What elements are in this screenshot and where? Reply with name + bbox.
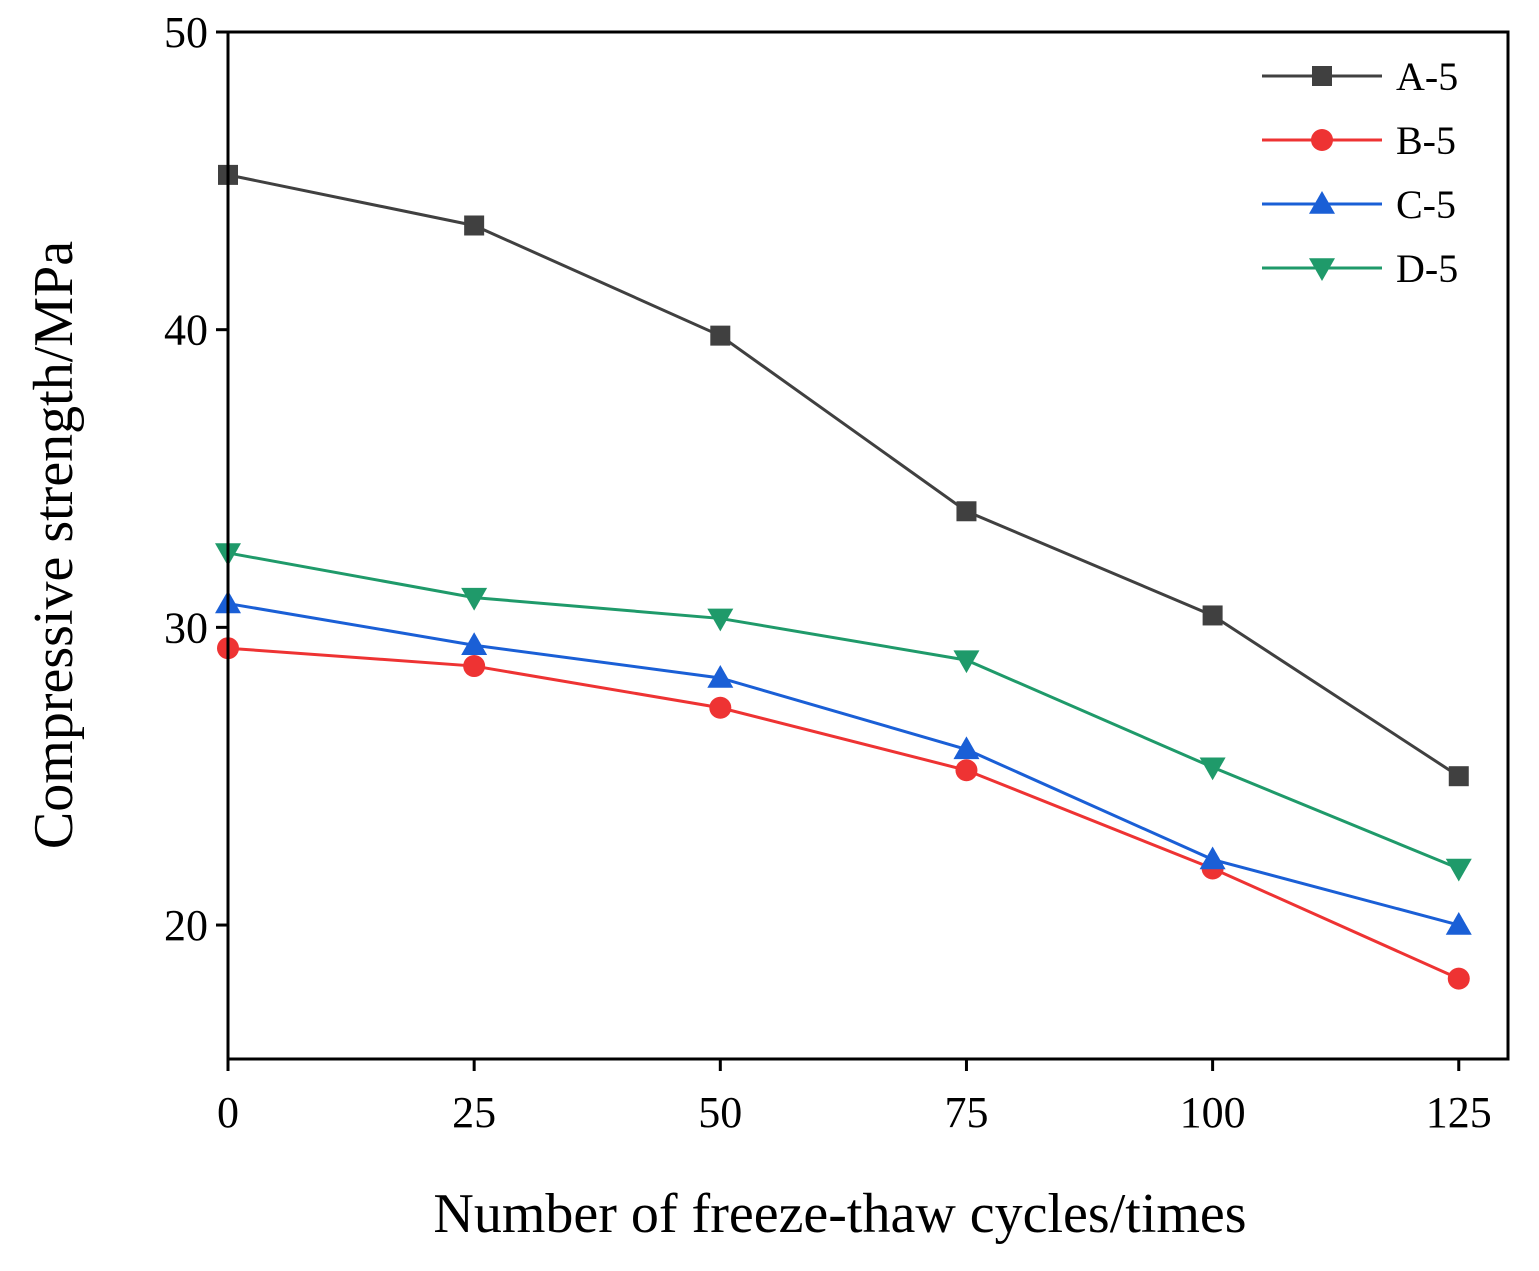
data-point <box>709 696 732 719</box>
series-line <box>227 551 1460 870</box>
legend-marker <box>1309 258 1335 281</box>
data-point <box>1202 605 1223 626</box>
data-point <box>463 655 486 678</box>
data-point <box>1445 858 1472 882</box>
legend-item: A-5 <box>1262 54 1458 99</box>
data-point <box>1448 766 1469 787</box>
x-tick-label: 100 <box>1180 1088 1246 1137</box>
x-tick-label: 125 <box>1426 1088 1492 1137</box>
data-point <box>1445 912 1472 935</box>
series-c-5 <box>215 590 1472 935</box>
y-axis-title: Compressive strength/MPa <box>23 241 85 849</box>
legend: A-5 B-5 C-5 D-5 <box>1262 54 1458 291</box>
data-point <box>461 587 488 611</box>
data-point <box>710 325 731 346</box>
data-point <box>1447 967 1470 990</box>
x-tick-label: 75 <box>944 1088 988 1137</box>
data-point <box>464 215 485 236</box>
legend-label: B-5 <box>1396 118 1456 163</box>
series-line <box>227 646 1460 980</box>
plot-frame <box>226 30 1510 1061</box>
legend-label: D-5 <box>1396 246 1458 291</box>
y-tick-label: 20 <box>164 901 208 950</box>
y-tick-label: 50 <box>164 8 208 57</box>
data-point <box>707 664 734 688</box>
series-line <box>227 173 1460 778</box>
legend-label: A-5 <box>1396 54 1458 99</box>
data-point <box>707 608 734 632</box>
legend-item: B-5 <box>1262 118 1456 163</box>
series-line <box>227 602 1460 927</box>
legend-marker <box>1311 129 1333 151</box>
y-tick-label: 30 <box>164 603 208 652</box>
x-tick-label: 25 <box>452 1088 496 1137</box>
legend-item: C-5 <box>1262 182 1456 227</box>
data-point <box>955 759 978 782</box>
legend-marker <box>1312 66 1332 86</box>
x-axis-title: Number of freeze-thaw cycles/times <box>433 1183 1246 1245</box>
legend-item: D-5 <box>1262 246 1458 291</box>
series-a-5 <box>218 164 1469 787</box>
plot-area <box>215 164 1472 990</box>
data-point <box>1199 846 1226 870</box>
series-b-5 <box>217 637 1470 990</box>
x-axis: 0 25 50 75 100 125 <box>217 1059 1492 1137</box>
y-axis: 20 30 40 50 <box>164 8 228 950</box>
data-point <box>956 501 977 522</box>
x-tick-label: 0 <box>217 1088 239 1137</box>
data-point <box>1199 757 1226 781</box>
legend-marker <box>1309 191 1335 214</box>
data-point <box>461 632 488 655</box>
legend-label: C-5 <box>1396 182 1456 227</box>
data-point <box>953 650 980 674</box>
y-tick-label: 40 <box>164 306 208 355</box>
data-point <box>953 736 980 760</box>
x-tick-label: 50 <box>698 1088 742 1137</box>
